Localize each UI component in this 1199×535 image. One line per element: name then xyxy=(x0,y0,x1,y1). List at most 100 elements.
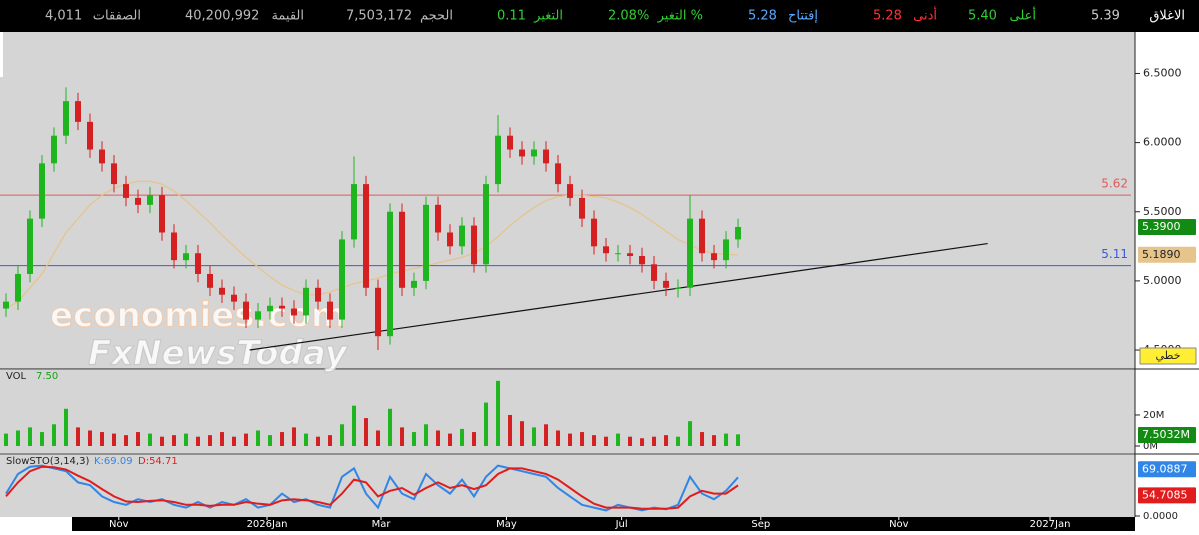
candle-body xyxy=(51,135,58,164)
volume-panel xyxy=(0,370,1135,453)
volume-bar xyxy=(40,432,45,446)
x-tick-label: Jul xyxy=(615,519,628,530)
candle-body xyxy=(135,197,142,205)
candle-body xyxy=(243,301,250,320)
volume-bar xyxy=(208,435,213,446)
scale-mode-bg xyxy=(1139,347,1197,365)
volume-bar xyxy=(424,424,429,446)
candle-body xyxy=(39,163,46,219)
candle-body xyxy=(27,218,34,274)
candle-body xyxy=(675,287,682,289)
stoch-line xyxy=(5,464,739,512)
watermark: economies.com FxNewsToday xyxy=(49,295,349,374)
candle-body xyxy=(123,184,130,198)
horizontal-line-label: 5.11 xyxy=(1101,247,1128,261)
volume-bar xyxy=(688,421,693,446)
candle-body xyxy=(231,294,238,302)
watermark-text: economies.com xyxy=(50,296,346,336)
volume-bar xyxy=(196,436,201,446)
candle-body xyxy=(411,280,418,288)
candle-body xyxy=(315,287,322,302)
candle-body xyxy=(207,273,214,288)
volume-bar xyxy=(64,408,69,446)
candle-body xyxy=(627,253,634,256)
x-tick-label: Nov xyxy=(889,519,909,530)
stat-label: الاغلاق xyxy=(1149,9,1185,24)
candle-body xyxy=(351,184,358,240)
volume-bar xyxy=(112,433,117,446)
candle-body xyxy=(339,239,346,320)
volume-bar xyxy=(388,408,393,446)
stat-label: التغير % xyxy=(657,9,703,24)
candle-body xyxy=(447,232,454,247)
candle-body xyxy=(363,184,370,288)
volume-bar xyxy=(100,432,105,446)
volume-bar xyxy=(448,433,453,446)
volume-bar xyxy=(556,430,561,446)
x-tick-label: 2027Jan xyxy=(1030,519,1071,530)
volume-bar xyxy=(244,433,249,446)
volume-bar xyxy=(532,427,537,446)
candle-body xyxy=(615,253,622,255)
volume-bar xyxy=(496,380,501,446)
stat-label: أعلى xyxy=(1009,7,1036,24)
y-tick-label: 20M xyxy=(1143,410,1164,421)
candle-body xyxy=(15,273,22,302)
stat-value: 7,503,172 xyxy=(346,9,412,24)
volume-bar xyxy=(460,428,465,446)
volume-bar xyxy=(412,432,417,446)
candle-body xyxy=(63,101,70,136)
volume-bar xyxy=(16,430,21,446)
y-tick-label: 5.0000 xyxy=(1143,274,1182,287)
candle-body xyxy=(219,287,226,295)
volume-bar xyxy=(88,430,93,446)
volume-bar xyxy=(568,433,573,446)
candle-body xyxy=(255,311,262,320)
volume-bar xyxy=(376,430,381,446)
volume-bar xyxy=(712,435,717,446)
volume-bar xyxy=(544,424,549,446)
volume-bar xyxy=(616,433,621,446)
volume-bar xyxy=(592,435,597,446)
volume-bar xyxy=(724,433,729,446)
volume-bar xyxy=(280,432,285,446)
volume-bar xyxy=(184,433,189,446)
ma-badge: 5.1890 xyxy=(1142,248,1181,261)
stat-label: الصفقات xyxy=(93,9,141,24)
stoch-badge: 54.7085 xyxy=(1142,488,1188,501)
volume-bar xyxy=(700,432,705,446)
candle-body xyxy=(495,135,502,185)
candle-body xyxy=(663,280,670,288)
volume-bar xyxy=(268,435,273,446)
candle-body xyxy=(3,301,10,309)
candle-body xyxy=(99,149,106,164)
scale-mode: خطي xyxy=(1156,349,1181,362)
candle-body xyxy=(651,264,658,281)
candle-body xyxy=(387,211,394,337)
y-tick-label: 0.0000 xyxy=(1143,511,1178,522)
stat-value: 40,200,992 xyxy=(185,9,259,24)
candle-body xyxy=(399,211,406,288)
time-axis xyxy=(72,517,1135,531)
stoch-badge-bg xyxy=(1138,461,1196,478)
x-tick-label: Nov xyxy=(109,519,129,530)
volume-bar xyxy=(640,438,645,446)
candle-body xyxy=(267,305,274,312)
stat-label: التغير xyxy=(533,9,563,24)
candle-body xyxy=(327,301,334,320)
stoch-badge: 69.0887 xyxy=(1142,462,1188,475)
y-tick-label: 0M xyxy=(1143,441,1158,452)
volume-bar xyxy=(436,430,441,446)
close-badge: 5.3900 xyxy=(1142,220,1181,233)
volume-badge: 7.5032M xyxy=(1142,428,1190,441)
stat-label: الحجم xyxy=(420,9,453,24)
volume-bar xyxy=(604,436,609,446)
volume-bar xyxy=(4,433,9,446)
candle-body xyxy=(171,232,178,261)
volume-bar xyxy=(136,432,141,446)
stat-value: 5.39 xyxy=(1091,9,1120,24)
candle-body xyxy=(195,253,202,274)
stoch-line xyxy=(5,465,739,510)
candle-body xyxy=(183,253,190,261)
